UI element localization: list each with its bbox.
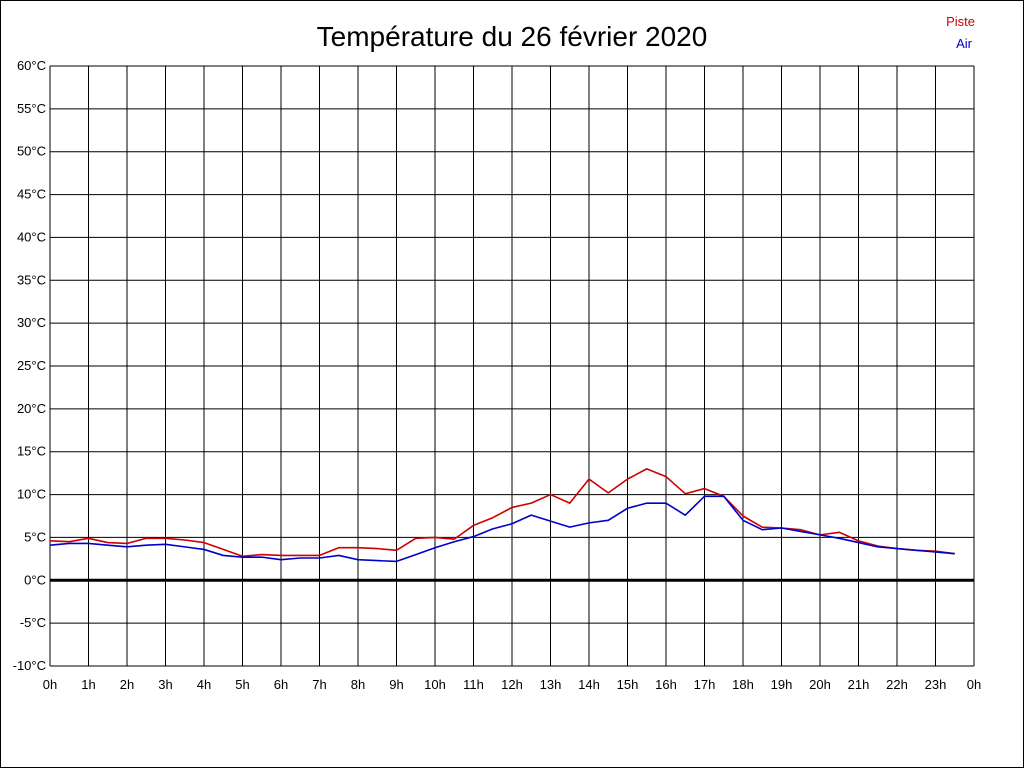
y-tick-label: 30°C: [17, 315, 46, 330]
y-tick-label: 40°C: [17, 229, 46, 244]
x-tick-label: 7h: [312, 677, 326, 692]
x-tick-label: 16h: [655, 677, 677, 692]
y-tick-label: 50°C: [17, 144, 46, 159]
series-line-piste: [49, 468, 955, 558]
y-tick-label: 25°C: [17, 358, 46, 373]
x-tick-label: 12h: [501, 677, 523, 692]
y-tick-label: 0°C: [24, 572, 46, 587]
y-tick-label: 5°C: [24, 529, 46, 544]
x-tick-label: 21h: [848, 677, 870, 692]
y-axis-ticks: 60°C 55°C 50°C 45°C 40°C 35°C 30°C 25°C 20°C 15°C…: [13, 58, 46, 673]
x-tick-label: 0h: [967, 677, 981, 692]
x-tick-label: 0h: [43, 677, 57, 692]
x-tick-label: 6h: [274, 677, 288, 692]
y-tick-label: 45°C: [17, 187, 46, 202]
chart-title: Température du 26 février 2020: [317, 21, 708, 52]
x-tick-label: 23h: [925, 677, 947, 692]
x-tick-label: 17h: [694, 677, 716, 692]
legend-entry-air: Air: [956, 36, 973, 51]
x-tick-label: 19h: [771, 677, 793, 692]
x-tick-label: 4h: [197, 677, 211, 692]
x-axis-ticks: 0h 1h 2h 3h 4h 5h 6h 7h 8h 9h 10h 11h 12h 13h 14h 15h 16…: [43, 677, 981, 692]
x-tick-label: 3h: [158, 677, 172, 692]
legend-entry-piste: Piste: [946, 14, 975, 29]
y-tick-label: 60°C: [17, 58, 46, 73]
series-line-air: [49, 495, 955, 563]
y-tick-label: 20°C: [17, 401, 46, 416]
x-tick-label: 9h: [389, 677, 403, 692]
y-tick-label: 35°C: [17, 272, 46, 287]
x-tick-label: 22h: [886, 677, 908, 692]
y-tick-label: 15°C: [17, 444, 46, 459]
x-tick-label: 11h: [463, 677, 484, 692]
x-tick-label: 15h: [617, 677, 639, 692]
y-tick-label: 55°C: [17, 101, 46, 116]
y-tick-label: 10°C: [17, 487, 46, 502]
x-tick-label: 20h: [809, 677, 831, 692]
x-tick-label: 2h: [120, 677, 134, 692]
x-tick-label: 13h: [540, 677, 562, 692]
grid: [49, 65, 975, 667]
x-tick-label: 18h: [732, 677, 754, 692]
series-lines: [49, 468, 955, 563]
y-tick-label: -10°C: [13, 658, 46, 673]
x-tick-label: 10h: [424, 677, 446, 692]
x-tick-label: 1h: [81, 677, 95, 692]
x-tick-label: 5h: [235, 677, 249, 692]
x-tick-label: 14h: [578, 677, 600, 692]
x-tick-label: 8h: [351, 677, 365, 692]
y-tick-label: -5°C: [20, 615, 46, 630]
